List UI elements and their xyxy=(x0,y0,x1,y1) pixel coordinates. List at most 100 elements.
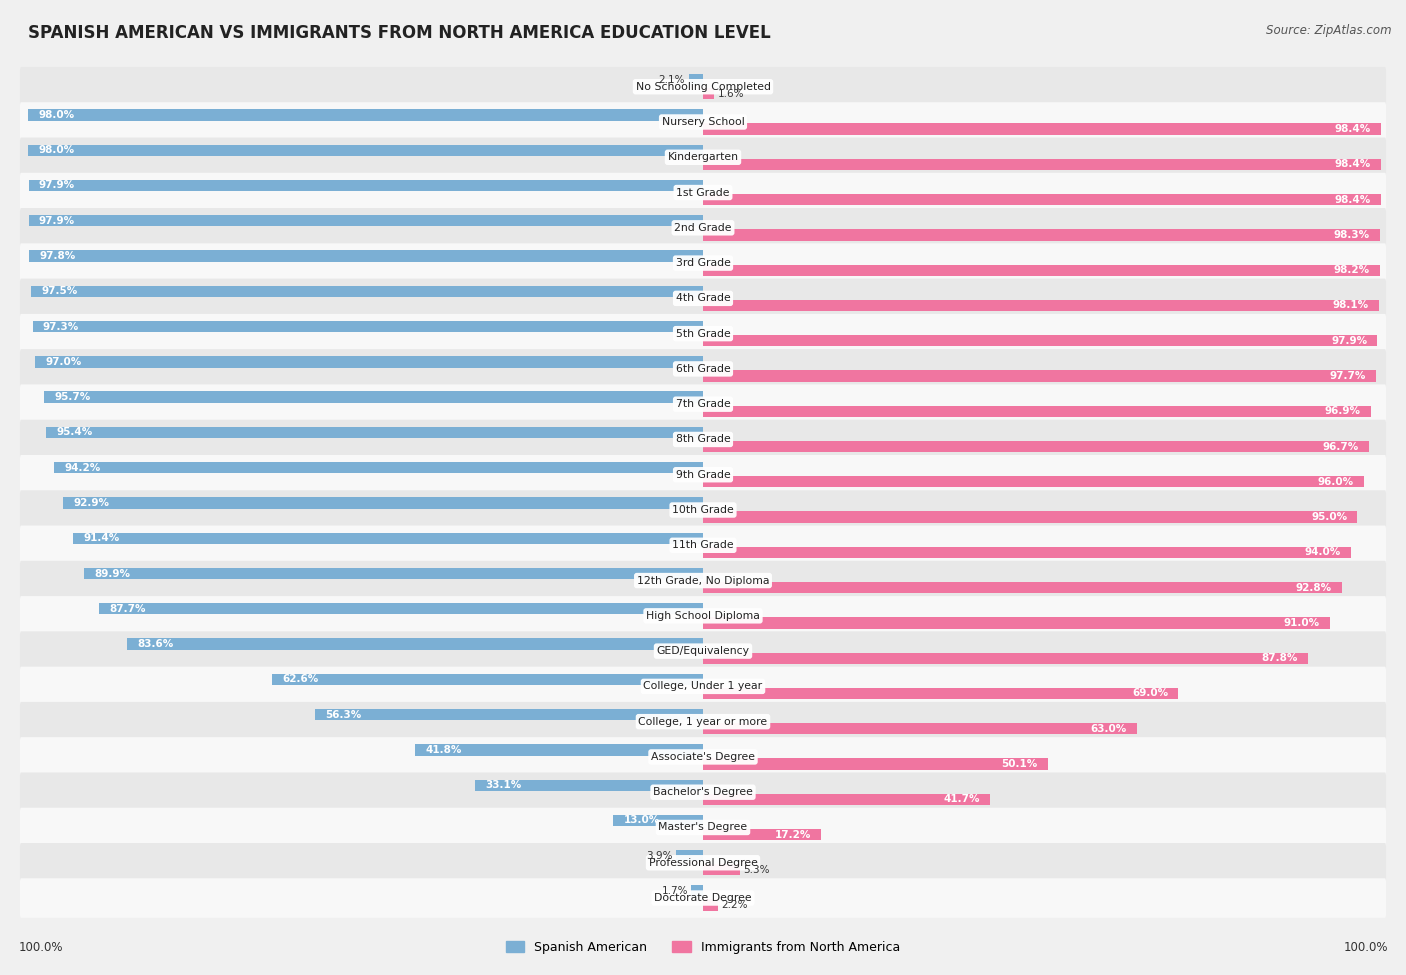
FancyBboxPatch shape xyxy=(20,173,1386,213)
Bar xyxy=(689,74,703,85)
Bar xyxy=(703,299,1379,311)
Text: 69.0%: 69.0% xyxy=(1132,688,1168,698)
Text: 10th Grade: 10th Grade xyxy=(672,505,734,515)
Legend: Spanish American, Immigrants from North America: Spanish American, Immigrants from North … xyxy=(501,936,905,959)
Text: 96.7%: 96.7% xyxy=(1323,442,1358,451)
FancyBboxPatch shape xyxy=(20,384,1386,424)
Bar xyxy=(28,144,703,156)
Text: Source: ZipAtlas.com: Source: ZipAtlas.com xyxy=(1267,24,1392,37)
FancyBboxPatch shape xyxy=(20,561,1386,601)
Text: 95.0%: 95.0% xyxy=(1310,512,1347,522)
Bar xyxy=(703,335,1378,346)
Text: 98.0%: 98.0% xyxy=(38,110,75,120)
Bar xyxy=(703,124,1381,135)
Text: 50.1%: 50.1% xyxy=(1001,759,1038,769)
Text: 83.6%: 83.6% xyxy=(138,639,173,649)
Text: Doctorate Degree: Doctorate Degree xyxy=(654,893,752,903)
Text: 3rd Grade: 3rd Grade xyxy=(675,258,731,268)
FancyBboxPatch shape xyxy=(20,526,1386,565)
Bar xyxy=(63,497,703,509)
Bar xyxy=(475,779,703,791)
Text: 5th Grade: 5th Grade xyxy=(676,329,730,338)
Text: 56.3%: 56.3% xyxy=(325,710,361,720)
Bar xyxy=(703,723,1137,734)
FancyBboxPatch shape xyxy=(20,632,1386,671)
FancyBboxPatch shape xyxy=(20,314,1386,353)
Bar xyxy=(35,356,703,368)
Text: 97.3%: 97.3% xyxy=(44,322,79,332)
Text: 1st Grade: 1st Grade xyxy=(676,187,730,198)
Bar xyxy=(703,900,718,911)
Text: 92.8%: 92.8% xyxy=(1296,583,1331,593)
Bar xyxy=(703,829,821,840)
Text: 97.9%: 97.9% xyxy=(39,180,75,190)
FancyBboxPatch shape xyxy=(20,419,1386,459)
Bar xyxy=(703,512,1358,523)
FancyBboxPatch shape xyxy=(20,208,1386,248)
Text: Master's Degree: Master's Degree xyxy=(658,823,748,833)
Text: 87.7%: 87.7% xyxy=(110,604,146,614)
Bar xyxy=(703,476,1364,488)
FancyBboxPatch shape xyxy=(20,244,1386,283)
Text: 89.9%: 89.9% xyxy=(94,568,129,578)
FancyBboxPatch shape xyxy=(20,807,1386,847)
Bar xyxy=(415,744,703,756)
FancyBboxPatch shape xyxy=(20,349,1386,389)
Text: 95.4%: 95.4% xyxy=(56,427,93,438)
Bar xyxy=(703,794,990,805)
Text: 97.0%: 97.0% xyxy=(45,357,82,367)
Text: 41.8%: 41.8% xyxy=(426,745,461,755)
Text: 98.4%: 98.4% xyxy=(1334,195,1371,205)
Bar xyxy=(703,687,1178,699)
Text: 9th Grade: 9th Grade xyxy=(676,470,730,480)
Text: High School Diploma: High School Diploma xyxy=(647,610,759,621)
Bar xyxy=(73,532,703,544)
Text: 1.6%: 1.6% xyxy=(717,89,744,98)
Text: 62.6%: 62.6% xyxy=(283,675,318,684)
Text: 98.4%: 98.4% xyxy=(1334,159,1371,170)
Text: 100.0%: 100.0% xyxy=(18,941,63,954)
Bar xyxy=(98,604,703,614)
FancyBboxPatch shape xyxy=(20,67,1386,106)
FancyBboxPatch shape xyxy=(20,772,1386,812)
Bar xyxy=(703,582,1343,593)
Text: 2.2%: 2.2% xyxy=(721,900,748,910)
Bar xyxy=(30,251,703,261)
Bar xyxy=(315,709,703,721)
Text: 96.9%: 96.9% xyxy=(1324,407,1360,416)
Bar xyxy=(271,674,703,685)
Bar xyxy=(703,88,714,99)
Bar xyxy=(703,864,740,876)
Bar xyxy=(83,567,703,579)
Text: Professional Degree: Professional Degree xyxy=(648,858,758,868)
Text: 17.2%: 17.2% xyxy=(775,830,811,839)
Text: SPANISH AMERICAN VS IMMIGRANTS FROM NORTH AMERICA EDUCATION LEVEL: SPANISH AMERICAN VS IMMIGRANTS FROM NORT… xyxy=(28,24,770,42)
Text: 12th Grade, No Diploma: 12th Grade, No Diploma xyxy=(637,575,769,586)
Text: 97.9%: 97.9% xyxy=(1331,335,1367,346)
Text: 11th Grade: 11th Grade xyxy=(672,540,734,550)
Text: 97.8%: 97.8% xyxy=(39,251,76,261)
Text: 98.3%: 98.3% xyxy=(1334,230,1369,240)
Text: GED/Equivalency: GED/Equivalency xyxy=(657,646,749,656)
Text: 4th Grade: 4th Grade xyxy=(676,293,730,303)
FancyBboxPatch shape xyxy=(20,667,1386,706)
Text: 100.0%: 100.0% xyxy=(1343,941,1388,954)
FancyBboxPatch shape xyxy=(20,490,1386,529)
Text: 8th Grade: 8th Grade xyxy=(676,435,730,445)
Bar xyxy=(53,462,703,473)
FancyBboxPatch shape xyxy=(20,878,1386,917)
Bar xyxy=(32,321,703,332)
Text: Associate's Degree: Associate's Degree xyxy=(651,752,755,761)
Bar xyxy=(703,194,1381,206)
Bar xyxy=(703,652,1308,664)
Text: 87.8%: 87.8% xyxy=(1261,653,1298,663)
Text: 97.9%: 97.9% xyxy=(39,215,75,226)
FancyBboxPatch shape xyxy=(20,455,1386,494)
Text: 2.1%: 2.1% xyxy=(658,75,685,85)
FancyBboxPatch shape xyxy=(20,843,1386,882)
FancyBboxPatch shape xyxy=(20,596,1386,636)
Bar xyxy=(692,885,703,897)
Bar xyxy=(28,179,703,191)
Bar xyxy=(703,229,1381,241)
FancyBboxPatch shape xyxy=(20,137,1386,177)
